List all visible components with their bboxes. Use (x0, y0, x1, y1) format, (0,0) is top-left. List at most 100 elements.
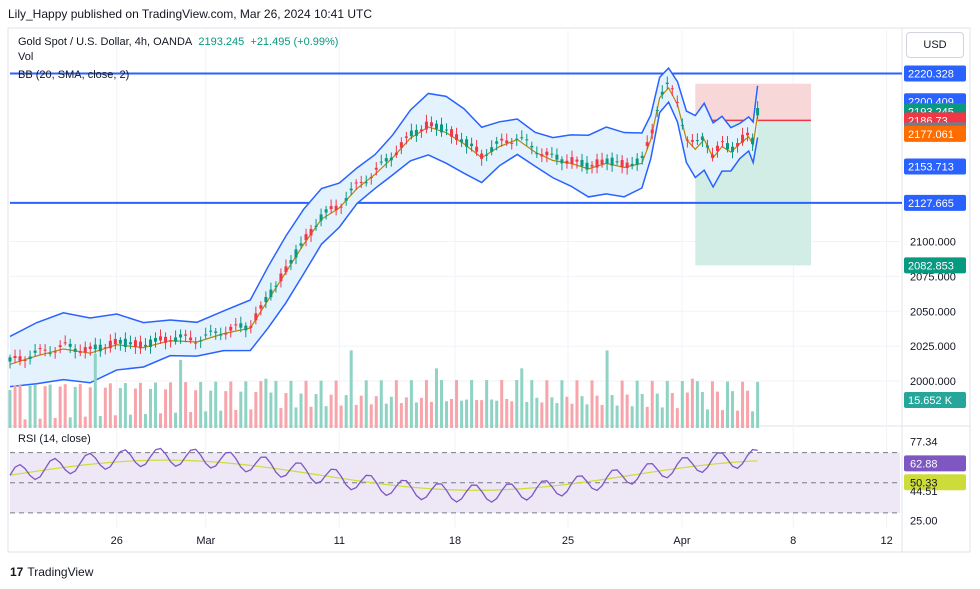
volume-bar (113, 415, 117, 428)
volume-label-text: 15.652 K (908, 395, 953, 407)
candle-body (510, 142, 514, 144)
volume-legend: Vol (18, 51, 34, 63)
volume-bar (279, 408, 283, 428)
volume-bar (229, 381, 233, 428)
candle-body (705, 145, 709, 148)
volume-bar (630, 406, 634, 428)
candle-body (424, 121, 428, 130)
candle-body (715, 145, 719, 152)
candle-body (329, 206, 333, 210)
volume-bar (369, 404, 373, 428)
candle-body (495, 141, 499, 144)
volume-bar (746, 390, 750, 428)
candle-body (450, 129, 454, 137)
candle-body (214, 331, 218, 333)
volume-bar (118, 388, 122, 428)
y-tick-label: 2100.000 (910, 236, 956, 248)
currency-button[interactable]: USD (906, 32, 964, 58)
candle-body (128, 342, 132, 345)
candle-body (590, 164, 594, 167)
candle-body (118, 339, 122, 344)
volume-bar (440, 380, 444, 428)
volume-bar (48, 384, 52, 428)
volume-bar (731, 391, 735, 428)
candle-body (269, 289, 273, 298)
volume-bar (515, 380, 519, 428)
volume-bar (500, 380, 504, 428)
candle-body (530, 145, 534, 148)
volume-bar (434, 368, 438, 428)
candle-body (309, 228, 313, 236)
volume-bar (570, 403, 574, 428)
volume-bar (224, 391, 228, 428)
candle-body (224, 332, 228, 335)
bollinger-legend: BB (20, SMA, close, 2) (18, 69, 130, 81)
volume-bar (490, 399, 494, 428)
candle-body (148, 339, 152, 348)
candle-body (174, 337, 178, 342)
symbol-legend: Gold Spot / U.S. Dollar, 4h, OANDA 2193.… (18, 36, 338, 48)
volume-bar (480, 400, 484, 428)
volume-bar (63, 384, 67, 428)
candle-body (339, 206, 343, 208)
volume-bar (189, 411, 193, 428)
volume-bar (314, 394, 318, 428)
rsi-legend: RSI (14, close) (18, 433, 91, 445)
candle-body (625, 162, 629, 169)
volume-bar (475, 400, 479, 428)
candle-body (63, 342, 67, 344)
volume-bar (299, 393, 303, 428)
candle-body (525, 139, 529, 141)
candle-body (620, 160, 624, 167)
candle-body (379, 161, 383, 163)
candle-body (660, 91, 664, 95)
x-tick-label: 12 (881, 535, 893, 547)
volume-bar (505, 398, 509, 428)
candle-body (640, 155, 644, 158)
candle-body (159, 336, 163, 341)
candle-body (490, 147, 494, 152)
volume-bar (239, 391, 243, 428)
y-tick-label: 2075.000 (910, 271, 956, 283)
candle-body (194, 342, 198, 344)
candle-body (731, 146, 735, 152)
volume-bar (585, 404, 589, 428)
volume-bar (670, 393, 674, 428)
volume-bar (455, 380, 459, 428)
volume-bar (148, 388, 152, 428)
volume-bar (595, 395, 599, 428)
candle-body (264, 297, 268, 303)
volume-bar (535, 397, 539, 428)
volume-bar (174, 412, 178, 428)
rsi-tick-label: 62.88 (910, 458, 938, 470)
rsi-value-box (904, 455, 966, 472)
candle-body (746, 132, 750, 136)
volume-bar (334, 380, 338, 428)
price-label-box (904, 125, 966, 142)
candle-body (249, 326, 253, 328)
candle-body (274, 285, 278, 287)
volume-bar (424, 380, 428, 428)
candle-body (334, 205, 338, 211)
candle-body (480, 153, 484, 159)
candle-body (344, 198, 348, 201)
candle-body (670, 88, 674, 90)
volume-bar (319, 380, 323, 428)
volume-bar (38, 418, 42, 428)
y-tick-label: 2025.000 (910, 341, 956, 353)
volume-bar (485, 380, 489, 428)
rsi-tick-label: 25.00 (910, 515, 938, 527)
candle-body (164, 336, 168, 343)
symbol-title: Gold Spot / U.S. Dollar, 4h, OANDA (18, 36, 193, 48)
volume-bar (339, 405, 343, 428)
volume-bar (700, 392, 704, 428)
candle-body (58, 345, 62, 348)
volume-bar (259, 381, 263, 428)
volume-bar (329, 394, 333, 428)
price-label-box (904, 257, 966, 274)
volume-bar (675, 408, 679, 428)
candle-body (284, 266, 288, 273)
candle-body (645, 142, 649, 146)
volume-bar (715, 391, 719, 428)
